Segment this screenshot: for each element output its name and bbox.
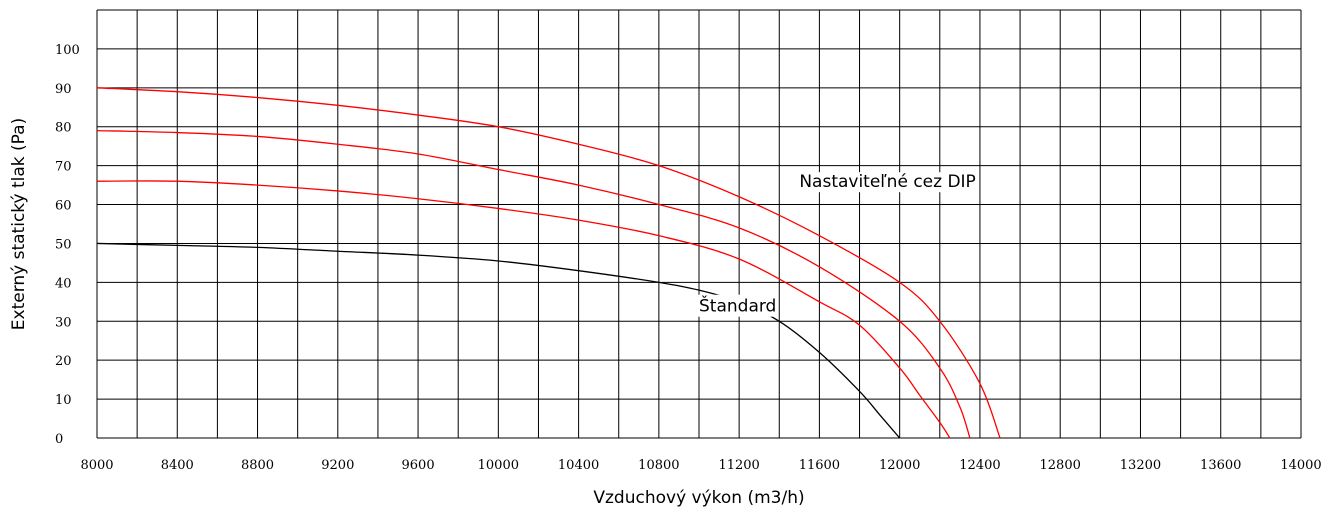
x-tick-label: 9600 xyxy=(402,458,435,473)
x-tick-label: 14000 xyxy=(1280,458,1321,473)
series-line-3 xyxy=(96,129,971,439)
x-tick-labels: 8000 8400 8800 9200 9600 10000 10400 10800 11200… xyxy=(80,458,1321,473)
x-tick-label: 10400 xyxy=(558,458,599,473)
x-tick-label: 9200 xyxy=(321,458,354,473)
x-tick-label: 13600 xyxy=(1200,458,1241,473)
x-tick-label: 8800 xyxy=(241,458,274,473)
x-tick-label: 13200 xyxy=(1120,458,1161,473)
y-axis-label: Externý statický tlak (Pa) xyxy=(9,118,29,330)
y-tick-label: 40 xyxy=(55,276,72,291)
y-tick-label: 90 xyxy=(55,82,72,97)
y-tick-labels: 0 10 20 30 40 50 60 70 80 90 100 xyxy=(55,43,80,447)
series-line-1 xyxy=(96,242,901,439)
x-tick-label: 10000 xyxy=(478,458,519,473)
x-tick-label: 12400 xyxy=(959,458,1000,473)
x-tick-label: 10800 xyxy=(638,458,679,473)
x-tick-label: 12000 xyxy=(879,458,920,473)
y-tick-label: 0 xyxy=(55,432,63,447)
x-tick-label: 11600 xyxy=(799,458,840,473)
annotation-standard: Štandard xyxy=(699,295,776,317)
x-tick-label: 8400 xyxy=(161,458,194,473)
y-tick-label: 100 xyxy=(55,43,80,58)
y-tick-label: 10 xyxy=(55,393,72,408)
annotations: Nastaviteľné cez DIP Štandard xyxy=(697,172,978,317)
y-tick-label: 60 xyxy=(55,199,72,214)
annotation-background xyxy=(797,172,978,193)
x-tick-label: 8000 xyxy=(80,458,113,473)
y-tick-label: 70 xyxy=(55,160,72,175)
annotation-background xyxy=(697,294,779,317)
y-tick-label: 20 xyxy=(55,354,72,369)
grid-lines xyxy=(96,9,1302,439)
x-tick-label: 12800 xyxy=(1040,458,1081,473)
series-lines xyxy=(96,87,1001,439)
y-tick-label: 50 xyxy=(55,237,72,252)
series-line-2 xyxy=(96,180,951,439)
annotation-adjustable: Nastaviteľné cez DIP xyxy=(799,172,975,192)
series-line-4 xyxy=(96,87,1001,439)
y-tick-label: 80 xyxy=(55,121,72,136)
x-tick-label: 11200 xyxy=(718,458,759,473)
y-tick-label: 30 xyxy=(55,315,72,330)
x-axis-label: Vzduchový výkon (m3/h) xyxy=(593,488,804,508)
